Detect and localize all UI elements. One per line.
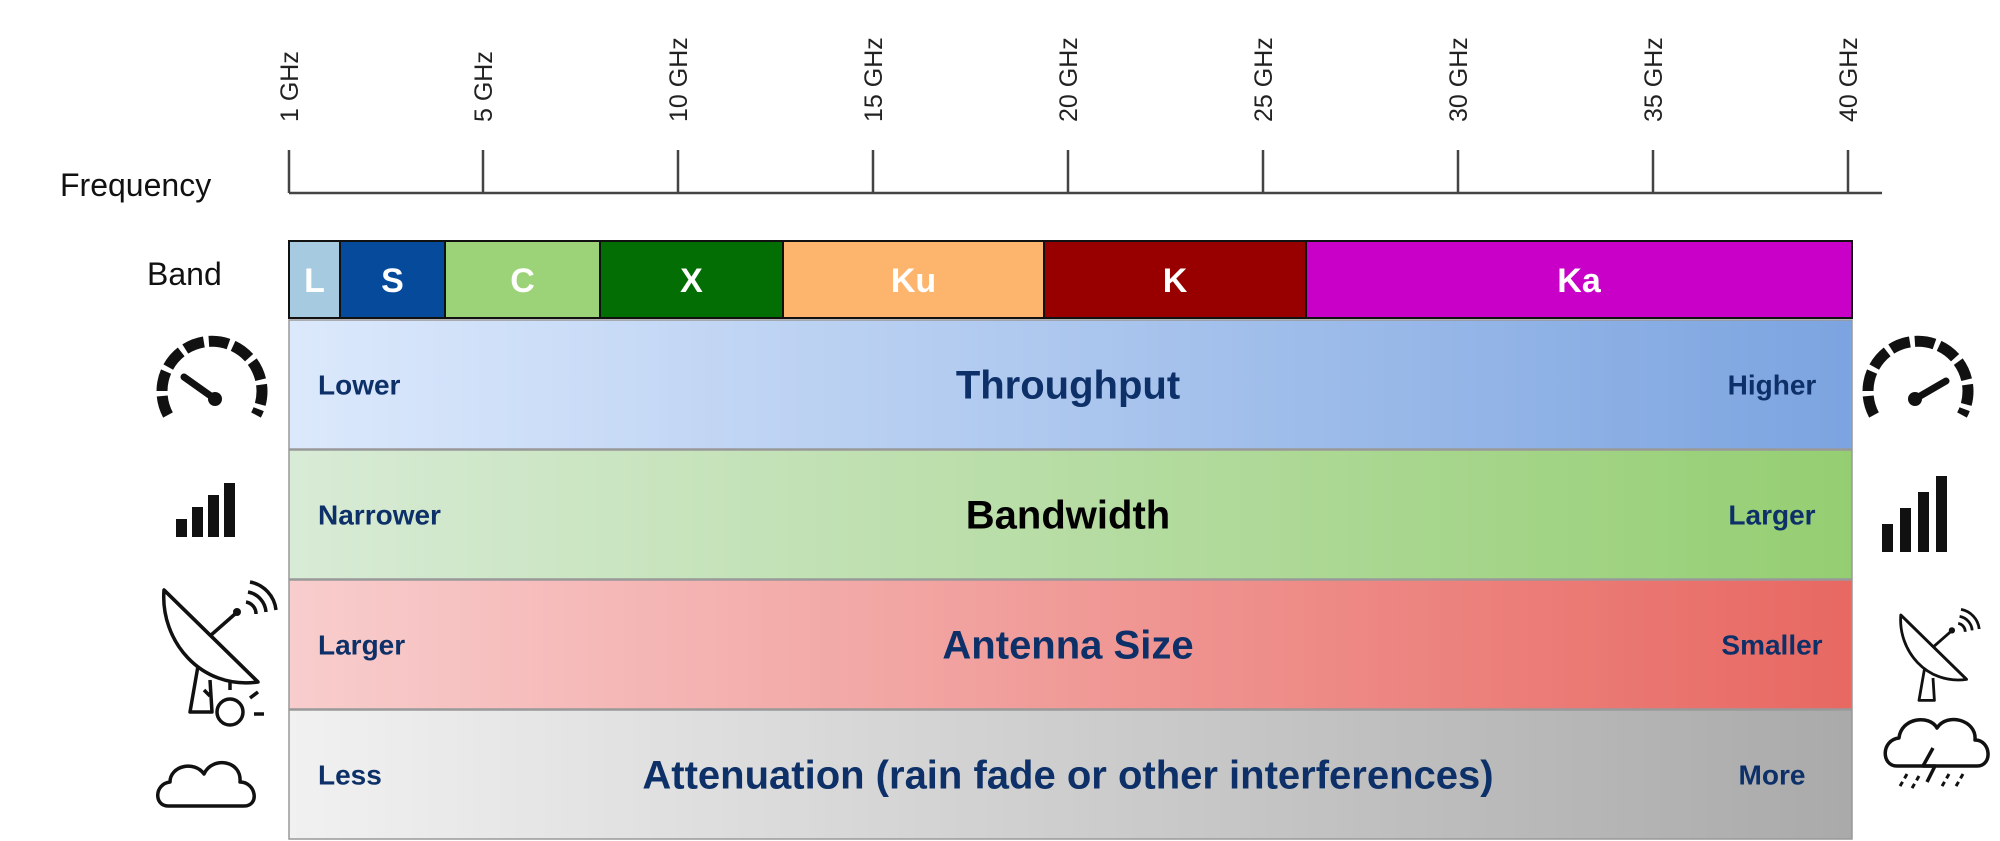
band-label-l: L — [304, 262, 325, 300]
speedometer-icon — [156, 335, 268, 418]
property-bars: Lower Throughput Higher Narrower Bandwidth La… — [288, 319, 1853, 840]
bar-left-label: Narrower — [318, 500, 441, 531]
property-bar-background — [288, 709, 1853, 840]
signal-strength-icon — [176, 483, 235, 537]
bar-title: Attenuation (rain fade or other interfer… — [642, 754, 1493, 798]
satellite-dish-icon — [162, 580, 278, 714]
band-segment-ka — [1305, 240, 1853, 319]
axis-tick-label: 35 GHz — [1640, 37, 1668, 122]
band-segment-c — [444, 240, 601, 319]
property-bar: Narrower Bandwidth Larger — [288, 449, 1853, 580]
axis-tick-label: 15 GHz — [860, 37, 888, 122]
band-segment-x — [599, 240, 784, 319]
bar-right-label: Smaller — [1721, 630, 1822, 661]
axis-tick-label: 25 GHz — [1250, 37, 1278, 122]
bar-right-label: More — [1739, 760, 1806, 791]
band-segment-s — [339, 240, 446, 319]
axis-tick-label: 40 GHz — [1835, 37, 1863, 122]
band-segment-ku — [782, 240, 1045, 319]
property-bar: Larger Antenna Size Smaller — [288, 579, 1853, 710]
property-bar: Less Attenuation (rain fade or other inte… — [288, 709, 1853, 840]
band-label-c: C — [510, 262, 535, 300]
axis-tick-label: 10 GHz — [665, 37, 693, 122]
band-segment-k — [1043, 240, 1307, 319]
bar-left-label: Less — [318, 760, 382, 791]
bar-title: Throughput — [956, 364, 1180, 408]
storm-cloud-icon — [1883, 717, 1990, 791]
axis-tick-label: 30 GHz — [1445, 37, 1473, 122]
band-segments: L S C X Ku K Ka — [288, 240, 1853, 319]
axis-tick-label: 1 GHz — [276, 51, 304, 122]
property-bar: Lower Throughput Higher — [288, 319, 1853, 450]
frequency-label: Frequency — [60, 167, 211, 203]
bar-right-label: Larger — [1728, 500, 1815, 531]
bar-left-label: Larger — [318, 630, 405, 661]
bar-right-label: Higher — [1728, 370, 1817, 401]
axis-tick-label: 5 GHz — [470, 51, 498, 122]
satellite-dish-icon — [1899, 608, 1981, 702]
bar-title: Bandwidth — [966, 494, 1170, 538]
band-row: Band L S C X Ku K Ka — [147, 240, 1853, 319]
partly-sunny-icon — [156, 682, 264, 808]
signal-strength-icon — [1882, 476, 1947, 552]
band-label-x: X — [680, 262, 703, 300]
property-bar-background — [288, 579, 1853, 710]
property-bar-background — [288, 319, 1853, 450]
bar-title: Antenna Size — [942, 624, 1193, 668]
axis-ticks: 1 GHz 5 GHz 10 GHz 15 GHz 20 GHz 25 GHz 30 GHz… — [276, 37, 1863, 193]
bar-left-label: Lower — [318, 370, 401, 401]
band-label-s: S — [381, 262, 404, 300]
band-label-k: K — [1163, 262, 1188, 300]
band-label: Band — [147, 256, 222, 292]
axis-tick-label: 20 GHz — [1055, 37, 1083, 122]
speedometer-icon — [1862, 335, 1974, 418]
property-bar-background — [288, 449, 1853, 580]
frequency-axis: Frequency 1 GHz 5 GHz 10 GHz 15 GHz 20 GHz 25… — [60, 37, 1882, 203]
band-label-ka: Ka — [1557, 262, 1602, 300]
band-label-ku: Ku — [891, 262, 936, 300]
